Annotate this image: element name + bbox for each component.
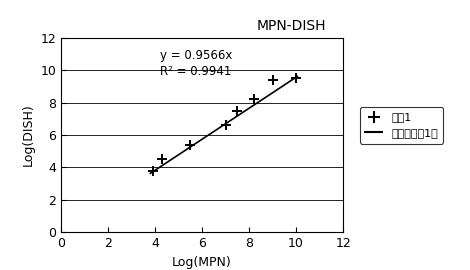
Text: R² = 0.9941: R² = 0.9941 <box>160 65 231 78</box>
Point <box>234 109 241 113</box>
Y-axis label: Log(DISH): Log(DISH) <box>22 104 35 166</box>
Point <box>250 97 258 102</box>
X-axis label: Log(MPN): Log(MPN) <box>172 256 232 269</box>
Text: MPN-DISH: MPN-DISH <box>257 19 326 33</box>
Point <box>149 168 157 173</box>
Point <box>269 78 276 82</box>
Point <box>292 76 300 80</box>
Point <box>187 143 194 147</box>
Point <box>222 123 229 127</box>
Text: y = 0.9566x: y = 0.9566x <box>160 49 232 62</box>
Point <box>158 157 166 161</box>
Legend: 系列1, 线性（系列1）: 系列1, 线性（系列1） <box>360 107 443 144</box>
